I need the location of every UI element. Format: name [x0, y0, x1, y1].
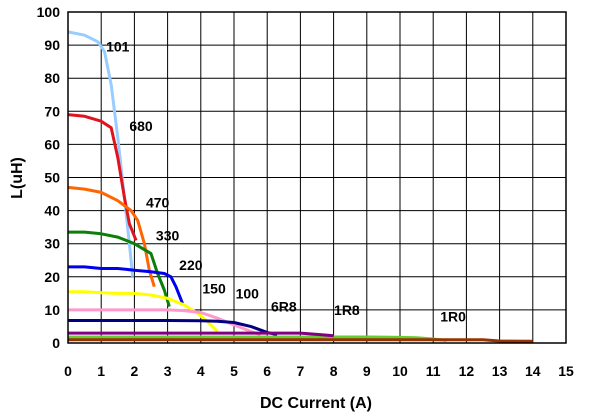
y-tick-label: 0	[52, 335, 60, 351]
series-label-330: 330	[156, 227, 180, 243]
series-label-680: 680	[129, 118, 153, 134]
x-axis-title: DC Current (A)	[260, 395, 372, 412]
series-line-470	[67, 185, 156, 288]
grid-layer	[67, 11, 567, 344]
series-line-101	[67, 30, 135, 277]
y-tick-label: 90	[44, 37, 60, 53]
series-label-220: 220	[179, 257, 203, 273]
y-tick-label: 40	[44, 203, 60, 219]
x-tick-label: 0	[64, 363, 72, 379]
y-tick-label: 60	[44, 136, 60, 152]
series-label-1r8: 1R8	[334, 302, 360, 318]
x-tick-label: 2	[131, 363, 139, 379]
series-line-150	[68, 290, 219, 333]
x-tick-label: 14	[525, 363, 541, 379]
x-tick-label: 4	[197, 363, 205, 379]
series-layer	[67, 30, 533, 343]
y-tick-label: 50	[44, 170, 60, 186]
plot-frame	[67, 11, 567, 344]
series-label-100: 100	[236, 285, 260, 301]
x-tick-label: 11	[426, 363, 441, 379]
x-tick-label: 8	[330, 363, 338, 379]
x-tick-label: 5	[230, 363, 238, 379]
y-tick-label: 70	[44, 103, 60, 119]
series-label-101: 101	[106, 39, 130, 55]
x-tick-label: 15	[558, 363, 574, 379]
series-line-6r8	[68, 319, 278, 337]
series-label-470: 470	[146, 194, 170, 210]
y-axis-title: L(uH)	[9, 157, 26, 199]
series-line-220	[68, 265, 184, 304]
y-tick-label: 80	[44, 70, 60, 86]
x-tick-label: 12	[459, 363, 475, 379]
series-line-330	[68, 230, 171, 308]
y-tick-label: 30	[44, 236, 60, 252]
x-tick-label: 3	[164, 363, 172, 379]
plot-border	[67, 11, 567, 344]
y-tick-label: 10	[44, 302, 60, 318]
x-tick-label: 9	[363, 363, 371, 379]
x-tick-label: 13	[492, 363, 508, 379]
y-tick-label: 20	[44, 269, 60, 285]
series-line-1r0	[68, 338, 533, 343]
y-tick-label: 100	[37, 4, 61, 20]
series-label-6r8: 6R8	[271, 299, 297, 315]
series-line-680	[67, 113, 138, 241]
series-labels: 101 680 470 330 220 150 100 6R8 1R8 1R0	[106, 39, 466, 325]
series-line-unlabeled-9	[68, 331, 334, 338]
series-line-100	[68, 308, 262, 337]
x-tick-label: 6	[263, 363, 271, 379]
tick-labels: 0 1 2 3 4 5 6 7 8 9 10 11 12 13 14 15010203040506070809…	[37, 4, 574, 379]
series-label-150: 150	[202, 280, 226, 296]
x-tick-label: 10	[392, 363, 408, 379]
x-tick-label: 1	[97, 363, 105, 379]
series-label-1r0: 1R0	[440, 308, 466, 324]
x-tick-label: 7	[297, 363, 305, 379]
